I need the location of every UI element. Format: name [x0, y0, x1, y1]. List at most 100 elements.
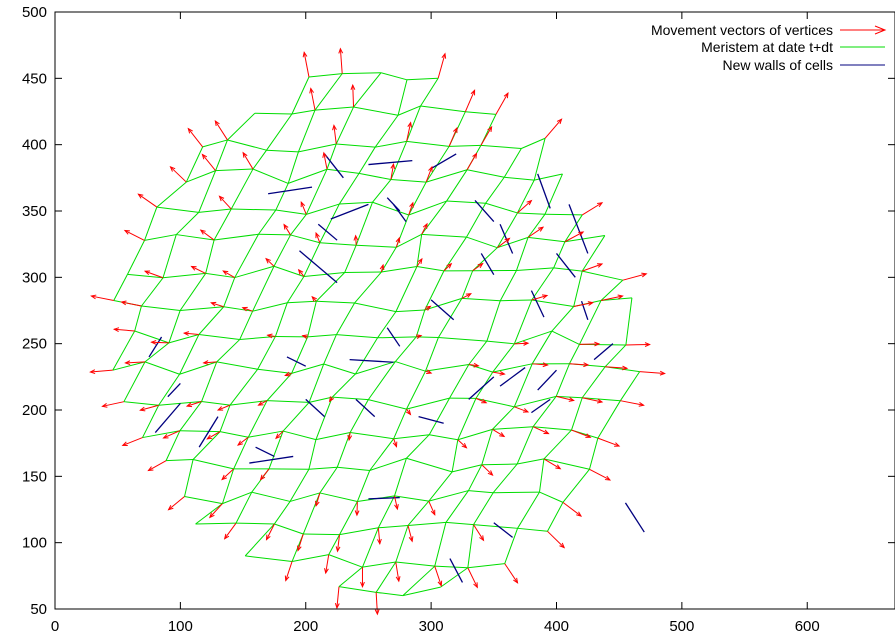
meristem-wall: [291, 363, 324, 374]
vector-arrowhead: [309, 87, 314, 94]
new-wall: [268, 186, 313, 195]
y-axis: 50 100 150 200 250 300 350 400 450 500: [22, 4, 895, 618]
movement-vector: [589, 468, 611, 481]
meristem-wall: [533, 426, 572, 431]
meristem-wall: [532, 396, 557, 428]
meristem-wall: [421, 233, 467, 238]
meristem-wall: [440, 567, 469, 588]
movement-vector: [168, 496, 185, 511]
movement-vector: [434, 566, 442, 586]
meristem-wall: [257, 368, 292, 374]
meristem-wall: [539, 491, 564, 503]
meristem-wall: [179, 401, 202, 432]
vector-arrowhead: [237, 440, 244, 446]
vector-arrowhead: [428, 165, 433, 172]
meristem-wall: [222, 491, 252, 505]
meristem-wall: [305, 169, 328, 215]
movement-vector: [114, 328, 135, 332]
meristem-wall: [449, 144, 481, 147]
meristem-wall: [342, 72, 382, 75]
movement-vector: [504, 563, 518, 584]
meristem-wall: [315, 432, 351, 441]
meristem-mesh: [112, 72, 641, 597]
meristem-wall: [251, 491, 291, 502]
meristem-wall: [424, 297, 463, 311]
new-wall: [555, 253, 576, 278]
meristem-wall: [356, 244, 397, 248]
vector-arrowhead: [583, 362, 590, 368]
meristem-wall: [286, 276, 305, 303]
meristem-wall: [355, 202, 374, 246]
meristem-wall: [273, 234, 291, 267]
meristem-wall: [184, 459, 194, 497]
meristem-wall: [288, 168, 328, 184]
meristem-wall: [168, 310, 181, 344]
legend-label-new-walls: New walls of cells: [723, 57, 833, 73]
vector-arrowhead: [216, 406, 224, 411]
meristem-wall: [486, 300, 501, 342]
meristem-wall: [309, 396, 333, 403]
vector-arrowhead: [353, 234, 359, 241]
vector-arrowhead: [597, 398, 604, 404]
meristem-wall: [258, 209, 277, 235]
meristem-wall: [354, 337, 379, 375]
movement-vector: [315, 492, 321, 506]
movement-vector: [221, 468, 235, 480]
meristem-wall: [306, 203, 340, 215]
movement-vector: [148, 460, 167, 471]
meristem-wall: [335, 106, 354, 145]
meristem-wall: [254, 112, 292, 115]
vector-arrowhead: [614, 442, 621, 447]
movement-vector: [556, 395, 574, 401]
meristem-wall: [239, 335, 276, 341]
meristem-wall: [420, 77, 439, 107]
meristem-wall: [319, 203, 340, 243]
vector-arrowhead: [542, 362, 549, 368]
meristem-wall: [184, 496, 223, 505]
meristem-wall: [457, 398, 477, 440]
vector-arrowhead: [201, 153, 208, 160]
meristem-wall: [266, 149, 299, 153]
meristem-wall: [449, 364, 470, 399]
new-wall: [449, 558, 464, 583]
meristem-wall: [354, 271, 382, 304]
meristem-wall: [198, 208, 232, 213]
meristem-wall: [393, 408, 407, 439]
meristem-wall: [397, 105, 421, 116]
movement-vector: [492, 371, 505, 375]
legend-label-meristem: Meristem at date t+dt: [701, 39, 833, 55]
meristem-wall: [326, 168, 360, 174]
movement-vector: [395, 561, 400, 582]
vector-arrowhead: [559, 542, 566, 549]
movement-vector: [472, 263, 483, 272]
meristem-wall: [353, 106, 399, 116]
movement-vector: [532, 426, 549, 435]
movement-vector: [333, 125, 337, 145]
meristem-wall: [468, 464, 483, 491]
meristem-wall: [113, 274, 128, 301]
meristem-wall: [500, 299, 532, 302]
movement-vector: [464, 90, 476, 113]
movement-vector: [448, 127, 458, 147]
meristem-wall: [562, 468, 590, 503]
vector-arrowhead: [167, 505, 174, 511]
meristem-wall: [198, 170, 217, 213]
movement-vector: [283, 224, 291, 236]
meristem-wall: [395, 309, 425, 313]
meristem-wall: [543, 458, 590, 470]
movement-vector: [480, 126, 493, 146]
movement-vector: [527, 226, 544, 238]
movement-vector: [467, 567, 478, 588]
meristem-wall: [112, 330, 136, 371]
meristem-wall: [395, 525, 409, 563]
new-wall: [349, 358, 394, 363]
meristem-wall: [168, 334, 200, 344]
meristem-wall: [604, 344, 627, 368]
new-wall: [324, 153, 344, 179]
vector-arrowhead: [481, 398, 488, 404]
movement-vector: [285, 561, 293, 581]
movement-vector: [217, 404, 231, 411]
meristem-wall: [336, 334, 378, 339]
meristem-wall: [180, 306, 224, 311]
